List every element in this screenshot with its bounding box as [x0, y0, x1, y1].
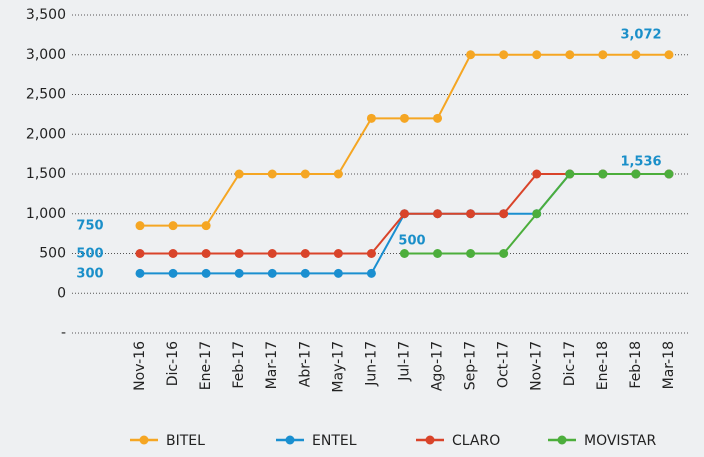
y-tick-label: 0 — [57, 285, 66, 301]
data-point — [135, 221, 145, 231]
data-point — [234, 268, 244, 278]
data-point — [267, 169, 277, 179]
data-point — [234, 169, 244, 179]
y-tick-label: 3,000 — [26, 47, 66, 63]
data-point — [664, 50, 674, 60]
y-tick-label: 1,000 — [26, 206, 66, 222]
data-point — [366, 113, 376, 123]
data-point — [598, 50, 608, 60]
data-point — [201, 249, 211, 258]
x-tick-label: Feb-17 — [231, 341, 247, 389]
data-point — [598, 169, 608, 179]
data-point — [631, 50, 641, 60]
data-point — [532, 50, 542, 60]
data-point — [168, 249, 178, 258]
data-point — [466, 50, 476, 60]
x-tick-label: Nov-17 — [529, 341, 545, 391]
data-point — [499, 209, 509, 219]
y-tick-label: 500 — [39, 246, 66, 262]
x-tick-label: Mar-17 — [264, 341, 280, 389]
legend-swatch — [139, 435, 149, 445]
data-point — [399, 209, 409, 219]
x-tick-label: Dic-17 — [562, 341, 578, 386]
data-point — [664, 169, 674, 179]
data-point — [565, 169, 575, 179]
legend-label: MOVISTAR — [584, 433, 656, 449]
x-tick-label: May-17 — [330, 341, 346, 393]
x-tick-label: Dic-16 — [165, 341, 181, 386]
x-tick-label: Oct-17 — [496, 341, 512, 388]
x-tick-label: Ene-17 — [198, 341, 214, 390]
data-point — [168, 268, 178, 278]
data-point — [499, 249, 509, 258]
legend-label: CLARO — [452, 433, 500, 449]
data-point — [267, 268, 277, 278]
data-point — [532, 209, 542, 219]
annotation: 500 — [398, 234, 425, 249]
legend-swatch — [425, 435, 435, 445]
annotation: 500 — [76, 247, 103, 262]
series-line — [140, 53, 669, 227]
annotation: 3,072 — [620, 28, 661, 43]
y-tick-label: 2,000 — [26, 126, 66, 142]
data-point — [300, 169, 310, 179]
data-point — [433, 209, 443, 219]
data-point — [135, 249, 145, 258]
series-line — [140, 173, 669, 275]
data-point — [631, 169, 641, 179]
x-tick-label: Jun-17 — [363, 341, 379, 387]
data-point — [532, 169, 542, 179]
x-tick-label: Feb-18 — [628, 341, 644, 389]
data-point — [366, 249, 376, 258]
y-tick-label: 1,500 — [26, 166, 66, 182]
data-point — [135, 268, 145, 278]
data-point — [565, 50, 575, 60]
legend-label: ENTEL — [312, 433, 357, 449]
annotation: 1,536 — [620, 155, 661, 170]
data-point — [333, 268, 343, 278]
x-tick-label: Ago-17 — [430, 341, 446, 391]
x-tick-label: Abr-17 — [297, 341, 313, 387]
legend-label: BITEL — [166, 433, 205, 449]
data-point — [466, 249, 476, 258]
data-point — [333, 249, 343, 258]
data-point — [300, 268, 310, 278]
data-point — [333, 169, 343, 179]
annotation: 300 — [76, 267, 103, 282]
data-point — [433, 249, 443, 258]
x-tick-label: Nov-16 — [132, 341, 148, 391]
x-tick-label: Jul-17 — [396, 341, 412, 382]
data-point — [267, 249, 277, 258]
legend-swatch — [557, 435, 567, 445]
data-point — [399, 249, 409, 258]
legend-swatch — [285, 435, 295, 445]
data-point — [366, 268, 376, 278]
data-point — [300, 249, 310, 258]
x-tick-label: Ene-18 — [595, 341, 611, 390]
y-tick-label: - — [61, 325, 66, 341]
y-tick-label: 3,500 — [26, 7, 66, 23]
data-point — [201, 221, 211, 231]
data-point — [168, 221, 178, 231]
data-point — [399, 113, 409, 123]
data-point — [201, 268, 211, 278]
data-point — [499, 50, 509, 60]
y-tick-label: 2,500 — [26, 87, 66, 103]
x-tick-label: Mar-18 — [661, 341, 677, 389]
annotation: 750 — [76, 219, 103, 234]
x-tick-label: Sep-17 — [463, 341, 479, 390]
data-point — [234, 249, 244, 258]
data-point — [433, 113, 443, 123]
data-point — [466, 209, 476, 219]
